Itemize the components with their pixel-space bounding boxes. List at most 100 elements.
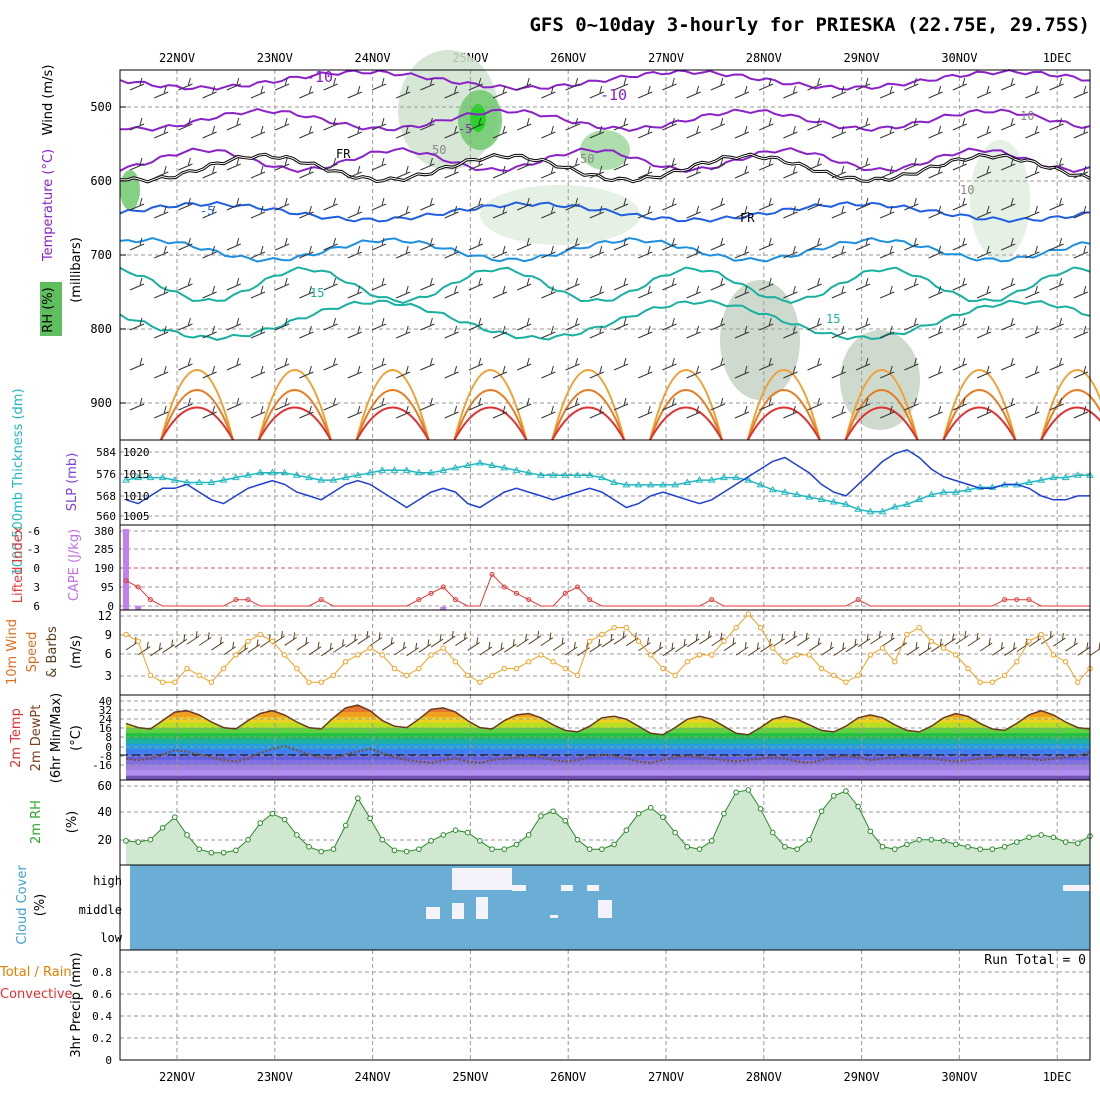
thickness-point xyxy=(280,468,289,476)
wind-barb xyxy=(880,245,895,259)
surface-wind-barb xyxy=(955,630,969,645)
rh-point xyxy=(647,804,654,811)
rh-point xyxy=(708,838,715,844)
wind-barb xyxy=(686,405,701,419)
surface-wind-barb xyxy=(662,642,676,657)
wind-barb xyxy=(492,165,508,179)
wind-barb xyxy=(1025,325,1040,339)
wind-barb xyxy=(129,157,145,171)
wind-barb xyxy=(952,117,967,131)
wind-barb xyxy=(1073,325,1088,339)
warm-contour xyxy=(746,369,821,441)
rh-shading xyxy=(720,280,800,400)
top-date-label: 24NOV xyxy=(355,51,391,65)
temperature-contour xyxy=(119,201,1091,223)
wind-barb xyxy=(1073,285,1088,299)
surface-wind-barb xyxy=(931,638,944,653)
wind-barb xyxy=(928,165,943,179)
precip-tick: 0.4 xyxy=(92,1010,112,1023)
wind-barb xyxy=(323,117,338,131)
wind-barb xyxy=(686,245,701,259)
surface-wind-barb xyxy=(735,642,749,656)
wind-barb xyxy=(347,125,362,139)
wind-barb xyxy=(589,125,604,139)
wind-speed-point xyxy=(1014,659,1020,665)
wind-barb xyxy=(250,165,266,179)
wind-barb xyxy=(178,157,193,171)
wind-barb xyxy=(444,85,459,99)
wind-barb xyxy=(468,77,483,91)
thickness-point xyxy=(439,466,448,473)
wind-speed-point xyxy=(904,631,910,638)
wind-speed-panel: 12 9 6 3 10m Wind Speed & Barbs (m/s) xyxy=(5,609,1100,696)
thickness-point xyxy=(585,471,594,478)
wind-barb xyxy=(783,325,798,339)
thickness-point xyxy=(829,497,838,505)
cape-lifted-index-panel: -6 -3 0 3 6 380 285 190 95 0 Lifted Index CAPE (J/k… xyxy=(11,524,1091,613)
wind-barb xyxy=(783,365,798,379)
wind-barb xyxy=(710,397,725,411)
wind-barb xyxy=(904,117,919,131)
wind-barb xyxy=(710,77,725,91)
wind-barb xyxy=(952,157,967,171)
warm-contour xyxy=(355,406,430,441)
contour-label: 15 xyxy=(310,286,324,300)
warm-contour xyxy=(551,389,626,441)
thickness-point xyxy=(683,478,692,485)
wind-barb xyxy=(734,245,750,259)
wind-barb xyxy=(492,205,508,219)
thickness-point xyxy=(463,461,472,468)
wind-barb xyxy=(807,277,822,291)
rh-point xyxy=(538,813,544,819)
wind-tick: 6 xyxy=(105,647,112,661)
thickness-point xyxy=(951,488,960,495)
wind-barb xyxy=(371,197,387,211)
wind-barb xyxy=(904,397,919,411)
cloud-block xyxy=(598,900,612,918)
warm-contour xyxy=(551,369,626,441)
wind-barb xyxy=(371,357,387,371)
wind-barb xyxy=(226,357,241,371)
wind-barb xyxy=(323,397,338,411)
thickness-point xyxy=(976,483,985,490)
wind-barb xyxy=(638,405,653,419)
temp-tick: 40 xyxy=(99,695,112,708)
rh-point xyxy=(672,829,678,836)
warm-contour xyxy=(257,389,332,441)
wind-barb xyxy=(396,85,411,99)
wind-barb xyxy=(444,285,459,299)
wind-barb xyxy=(492,125,508,139)
wind-barb xyxy=(299,245,314,259)
lifted-index-point xyxy=(855,597,861,603)
wind-barb xyxy=(396,405,411,419)
wind-barb xyxy=(226,157,241,171)
surface-wind-barb xyxy=(772,633,786,648)
cloud-level-label: middle xyxy=(79,903,122,917)
rh-point xyxy=(464,829,471,836)
wind-barb xyxy=(1073,85,1088,99)
rh-point xyxy=(172,814,178,820)
rh-point xyxy=(1001,843,1008,850)
wind-barb xyxy=(541,125,556,139)
wind-barb xyxy=(880,205,895,219)
wind-barb xyxy=(154,365,169,379)
wind-speed-point xyxy=(452,659,459,665)
warm-contour xyxy=(453,389,528,441)
wind-barb xyxy=(686,325,701,339)
wind-label-2: Speed xyxy=(25,632,40,673)
rh-point xyxy=(1050,834,1057,841)
cloud-cover-panel: high middle low Cloud Cover (%) xyxy=(15,864,1091,951)
wind-barb xyxy=(1025,125,1040,139)
li-tick: 6 xyxy=(33,600,40,613)
cloud-level-label: low xyxy=(100,931,122,945)
wind-speed-point xyxy=(770,645,776,651)
cape-bar xyxy=(440,606,447,610)
rh-point xyxy=(1026,834,1032,841)
wind-barb xyxy=(517,117,532,131)
wind-speed-point xyxy=(623,624,630,631)
thickness-point xyxy=(219,476,228,483)
surface-wind-barb xyxy=(870,630,883,645)
li-tick: -3 xyxy=(27,543,40,556)
wind-barb xyxy=(129,357,145,371)
precip-panel: 0.8 0.6 0.4 0.2 0 Run Total = 0 Total / Rain Co… xyxy=(0,949,1091,1067)
